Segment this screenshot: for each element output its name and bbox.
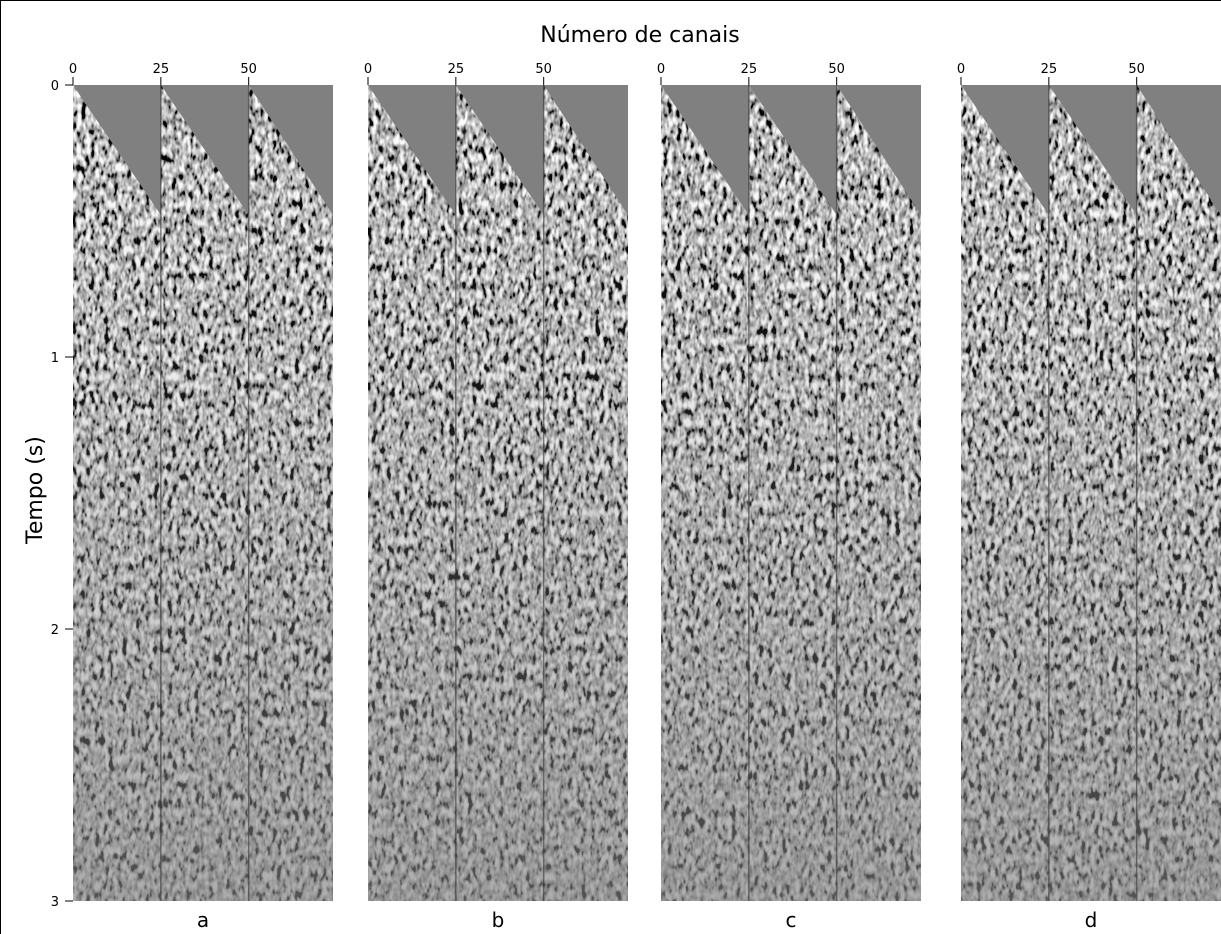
mute-wedge [661,85,749,215]
y-tick-label: 3 [51,895,59,910]
x-tick-label: 50 [1128,62,1145,77]
mute-wedge [368,85,456,215]
x-tick-label: 50 [535,62,552,77]
mute-wedge [1136,85,1221,215]
y-tick-label: 0 [51,79,59,94]
y-tick-label: 1 [51,351,59,366]
x-tick-label: 25 [153,62,170,77]
mute-wedge [455,85,544,215]
x-tick-label: 0 [657,62,665,77]
y-axis-label: Tempo (s) [23,436,48,545]
figure-title: Número de canais [540,23,739,48]
x-tick-label: 50 [828,62,845,77]
panel-label: c [786,908,797,932]
panel-label: d [1085,908,1098,932]
x-tick-label: 25 [741,62,758,77]
amplitude-fade [368,85,628,901]
mute-wedge [961,85,1049,215]
panel-label: a [197,908,209,932]
mute-wedge [73,85,161,215]
panel-label: b [492,908,505,932]
mute-wedge [160,85,249,215]
amplitude-fade [661,85,921,901]
x-tick-label: 0 [69,62,77,77]
x-tick-label: 25 [448,62,465,77]
mute-wedge [248,85,333,215]
mute-wedge [748,85,837,215]
x-tick-label: 50 [240,62,257,77]
amplitude-fade [73,85,333,901]
y-tick-label: 2 [51,623,59,638]
x-tick-label: 0 [364,62,372,77]
x-tick-label: 0 [957,62,965,77]
amplitude-fade [961,85,1221,901]
x-tick-label: 25 [1041,62,1058,77]
mute-wedge [543,85,628,215]
mute-wedge [1048,85,1137,215]
mute-wedge [836,85,921,215]
